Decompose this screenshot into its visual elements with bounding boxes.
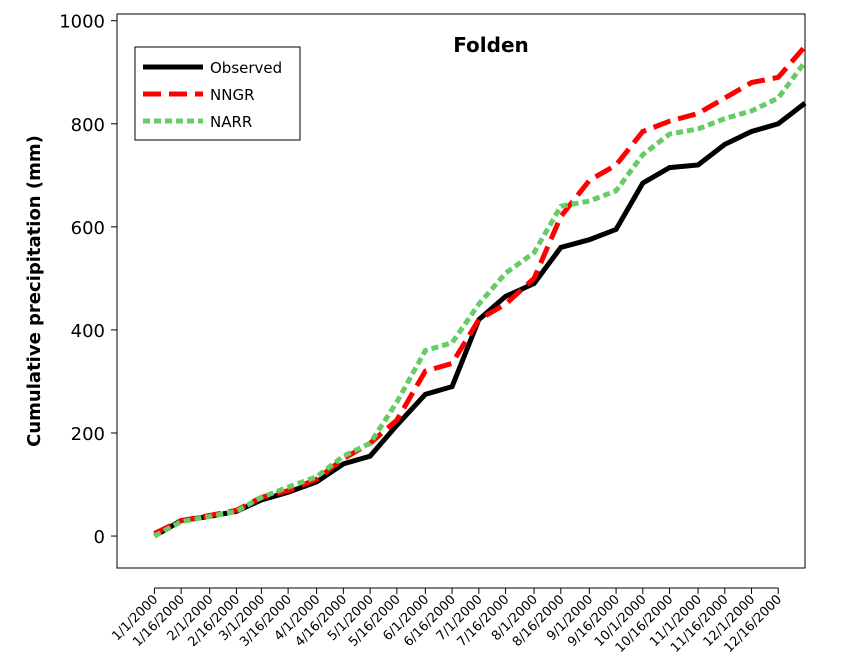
y-tick-label: 1000 bbox=[59, 12, 105, 33]
plot-frame bbox=[116, 13, 806, 569]
y-tick-label: 200 bbox=[71, 424, 105, 445]
y-tick-label: 600 bbox=[71, 218, 105, 239]
y-tick-label: 0 bbox=[94, 527, 105, 548]
series-line bbox=[153, 101, 807, 539]
series-line bbox=[153, 60, 808, 539]
legend-label: NARR bbox=[210, 113, 252, 131]
legend-box bbox=[134, 46, 301, 141]
y-tick-label: 800 bbox=[71, 115, 105, 136]
chart-title: Folden bbox=[453, 33, 529, 57]
legend-label: NNGR bbox=[210, 86, 255, 104]
legend-label: Observed bbox=[210, 59, 282, 77]
y-tick-label: 400 bbox=[71, 321, 105, 342]
y-axis-label: Cumulative precipitation (mm) bbox=[24, 135, 45, 447]
